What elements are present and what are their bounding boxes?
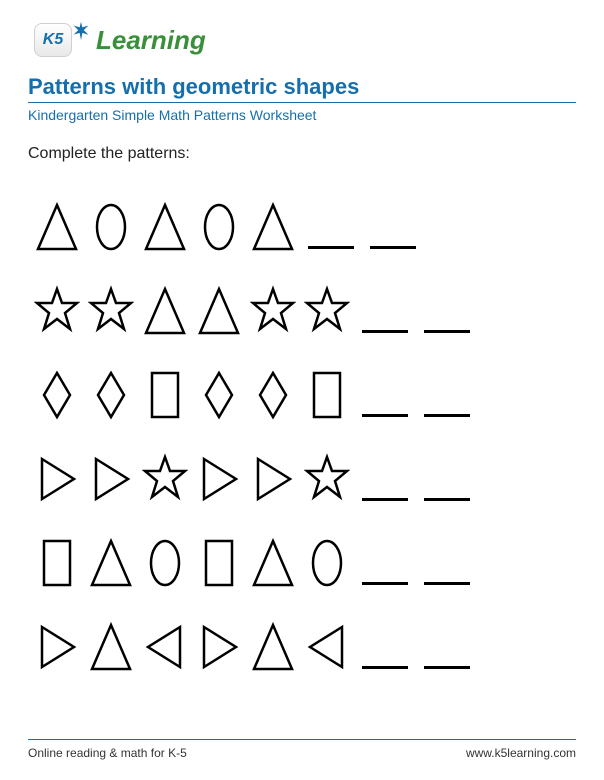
title-rule [28,102,576,103]
answer-blank[interactable] [424,413,470,417]
star-icon [142,451,188,507]
diamond-icon [196,367,242,423]
instruction-text: Complete the patterns: [28,145,576,163]
triangle-icon [196,283,242,339]
oval-icon [196,199,242,255]
pattern-row [34,193,576,255]
star-icon [304,451,350,507]
footer-link[interactable]: www.k5learning.com [466,746,576,760]
triangle-icon [88,535,134,591]
pattern-row [34,529,576,591]
answer-blank[interactable] [362,413,408,417]
answer-blank[interactable] [424,581,470,585]
diamond-icon [88,367,134,423]
oval-icon [142,535,188,591]
answer-blank[interactable] [424,329,470,333]
star-icon [88,283,134,339]
pattern-row [34,613,576,675]
page-footer: Online reading & math for K-5 www.k5lear… [28,739,576,760]
footer-rule [28,739,576,740]
answer-blank[interactable] [370,245,416,249]
oval-icon [304,535,350,591]
triangle-icon [88,619,134,675]
star-icon [34,283,80,339]
pattern-row [34,445,576,507]
triangle-icon [142,199,188,255]
triangle-icon [34,199,80,255]
k5-logo: K5 Learning [34,20,576,60]
logo-text: Learning [96,25,206,56]
triangle-icon [250,619,296,675]
answer-blank[interactable] [362,581,408,585]
pattern-row [34,277,576,339]
page-title: Patterns with geometric shapes [28,74,576,102]
rectangle-icon [142,367,188,423]
triangle-icon [250,199,296,255]
logo-star-icon [70,20,92,42]
answer-blank[interactable] [308,245,354,249]
tri-right-icon [196,619,242,675]
tri-left-icon [304,619,350,675]
rectangle-icon [34,535,80,591]
logo-badge: K5 [34,23,72,57]
tri-right-icon [250,451,296,507]
diamond-icon [250,367,296,423]
tri-right-icon [34,619,80,675]
answer-blank[interactable] [362,329,408,333]
oval-icon [88,199,134,255]
triangle-icon [142,283,188,339]
star-icon [304,283,350,339]
star-icon [250,283,296,339]
tri-left-icon [142,619,188,675]
page-subtitle: Kindergarten Simple Math Patterns Worksh… [28,107,576,123]
pattern-rows [28,193,576,675]
diamond-icon [34,367,80,423]
tri-right-icon [34,451,80,507]
rectangle-icon [304,367,350,423]
pattern-row [34,361,576,423]
triangle-icon [250,535,296,591]
answer-blank[interactable] [424,497,470,501]
answer-blank[interactable] [424,665,470,669]
tri-right-icon [88,451,134,507]
footer-left: Online reading & math for K-5 [28,746,187,760]
answer-blank[interactable] [362,665,408,669]
tri-right-icon [196,451,242,507]
rectangle-icon [196,535,242,591]
answer-blank[interactable] [362,497,408,501]
